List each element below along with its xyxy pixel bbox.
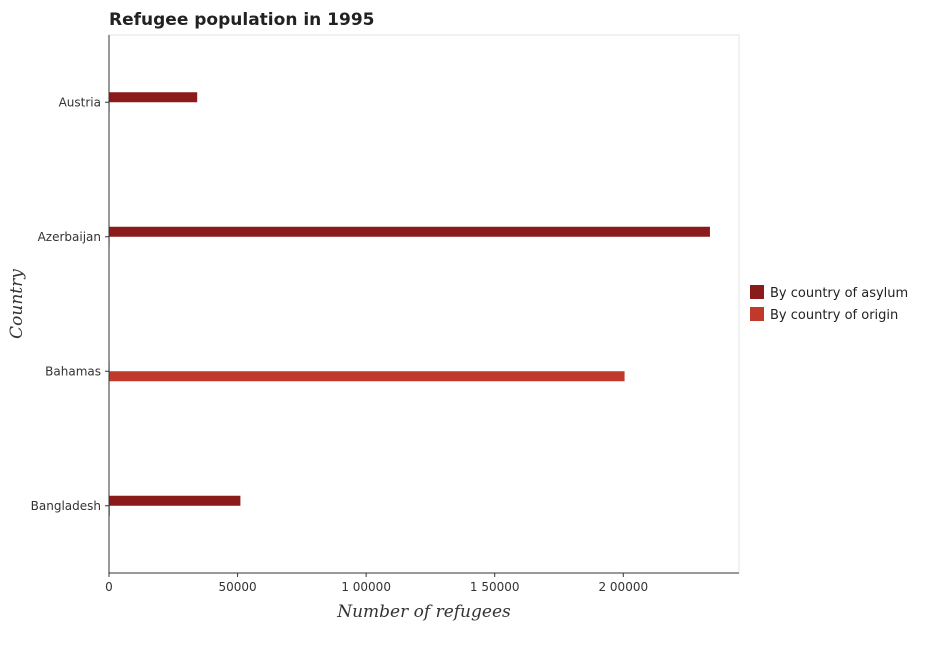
- chart-title: Refugee population in 1995: [109, 10, 375, 30]
- x-tick-label: 1 00000: [341, 580, 391, 594]
- x-axis: 0 50000 1 00000 1 50000 2 00000: [105, 572, 739, 594]
- x-tick-label: 0: [105, 580, 113, 594]
- legend-label: By country of asylum: [770, 286, 908, 301]
- y-tick-label: Austria: [59, 95, 101, 109]
- bar: [109, 495, 241, 506]
- bar: [109, 226, 710, 237]
- legend-swatch: [750, 285, 764, 299]
- legend: By country of asylum By country of origin: [750, 285, 908, 323]
- bar: [109, 92, 198, 103]
- x-axis-label: Number of refugees: [336, 602, 511, 622]
- x-tick-label: 1 50000: [470, 580, 520, 594]
- legend-swatch: [750, 307, 764, 321]
- y-tick-label: Bangladesh: [31, 499, 101, 513]
- x-tick-label: 50000: [218, 580, 256, 594]
- bar: [109, 371, 625, 382]
- y-tick-label: Bahamas: [45, 364, 101, 378]
- y-axis-label: Country: [7, 269, 27, 339]
- y-tick-label: Azerbaijan: [38, 230, 101, 244]
- x-tick-label: 2 00000: [598, 580, 648, 594]
- y-axis: Austria Azerbaijan Bahamas Bangladesh: [31, 35, 110, 573]
- legend-label: By country of origin: [770, 308, 898, 323]
- bars-group: [109, 92, 710, 516]
- plot-area: [108, 34, 740, 574]
